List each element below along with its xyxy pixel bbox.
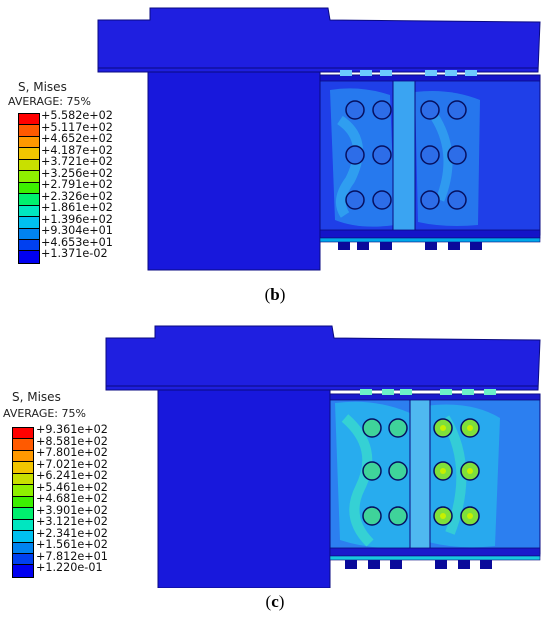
legend-swatch	[13, 519, 33, 532]
legend-swatch	[13, 508, 33, 520]
legend-subtitle-b: AVERAGE: 75%	[8, 95, 91, 108]
legend-swatch	[19, 125, 39, 137]
legend-swatch	[19, 194, 39, 206]
legend-value: +1.561e+02	[36, 538, 108, 551]
bottom-bolts-c	[345, 560, 492, 569]
legend-swatch	[13, 553, 33, 566]
legend-value: +1.371e-02	[41, 247, 108, 260]
legend-swatch	[19, 228, 39, 240]
legend-swatch	[19, 114, 39, 126]
legend-value: +3.121e+02	[36, 515, 108, 528]
legend-value: +7.021e+02	[36, 457, 108, 471]
legend-swatch	[13, 531, 33, 543]
legend-value: +2.791e+02	[41, 178, 113, 191]
stiffener	[392, 74, 416, 238]
legend-value: +3.901e+02	[36, 503, 108, 517]
legend-swatch	[19, 205, 39, 218]
top-beam	[97, 7, 541, 73]
panel-b: S, Mises AVERAGE: 75% +5.582e+02 +5.117e+…	[0, 0, 550, 310]
color-scale-b	[18, 113, 40, 264]
legend-swatch	[19, 171, 39, 183]
legend-value: +1.861e+02	[41, 201, 113, 214]
panel-c: S, Mises AVERAGE: 75% +9.361e+02 +8.581e+…	[0, 318, 550, 629]
legend-swatch	[13, 450, 33, 463]
legend-subtitle-c: AVERAGE: 75%	[3, 407, 86, 420]
column	[147, 71, 321, 271]
legend-value: +1.220e-01	[36, 561, 103, 574]
legend-value: +5.582e+02	[41, 109, 113, 122]
fe-model-b	[97, 7, 541, 271]
legend-swatch	[13, 462, 33, 474]
legend-swatch	[13, 473, 33, 486]
legend-values-b: +5.582e+02 +5.117e+02 +4.652e+02 +4.187e+02…	[41, 110, 113, 260]
legend-value: +9.304e+01	[41, 224, 113, 237]
legend-swatch	[13, 565, 33, 577]
legend-swatch	[19, 239, 39, 252]
legend-swatch	[13, 485, 33, 497]
legend-value: +7.801e+02	[36, 446, 108, 459]
legend-value: +9.361e+02	[36, 423, 108, 436]
legend-swatch	[13, 428, 33, 440]
legend-value: +2.341e+02	[36, 526, 108, 540]
legend-value: +3.256e+02	[41, 166, 113, 180]
legend-value: +6.241e+02	[36, 469, 108, 482]
legend-value: +4.681e+02	[36, 492, 108, 505]
legend-swatch	[19, 251, 39, 263]
legend-value: +1.396e+02	[41, 212, 113, 226]
legend-value: +2.326e+02	[41, 189, 113, 203]
legend-title-c: S, Mises	[12, 390, 61, 404]
legend-swatch	[13, 496, 33, 509]
legend-value: +5.117e+02	[41, 120, 113, 134]
web-bolts-b	[345, 100, 467, 210]
fe-model-c	[105, 325, 541, 588]
top-beam	[105, 325, 541, 391]
bottom-bolts-b	[338, 242, 482, 250]
legend-swatch	[13, 439, 33, 451]
legend-value: +8.581e+02	[36, 434, 108, 448]
legend-value: +7.812e+01	[36, 549, 108, 563]
caption-b: (b)	[264, 285, 286, 304]
legend-value: +4.652e+02	[41, 132, 113, 145]
legend-swatch	[19, 217, 39, 229]
top-bolts-c	[360, 389, 496, 395]
top-bolts-b	[340, 70, 477, 76]
legend-title-b: S, Mises	[18, 80, 67, 94]
legend-swatch	[19, 136, 39, 149]
legend-values-c: +9.361e+02 +8.581e+02 +7.801e+02 +7.021e+02…	[36, 424, 108, 574]
legend-value: +5.461e+02	[36, 480, 108, 494]
legend-swatch	[19, 148, 39, 160]
legend-swatch	[19, 182, 39, 195]
color-scale-c	[12, 427, 34, 578]
legend-swatch	[13, 542, 33, 554]
legend-value: +4.187e+02	[41, 143, 113, 157]
legend-value: +3.721e+02	[41, 155, 113, 168]
legend-value: +4.653e+01	[41, 235, 113, 249]
legend-swatch	[19, 159, 39, 172]
caption-c: (c)	[265, 592, 285, 611]
stiffener	[409, 393, 431, 557]
column	[157, 389, 331, 588]
